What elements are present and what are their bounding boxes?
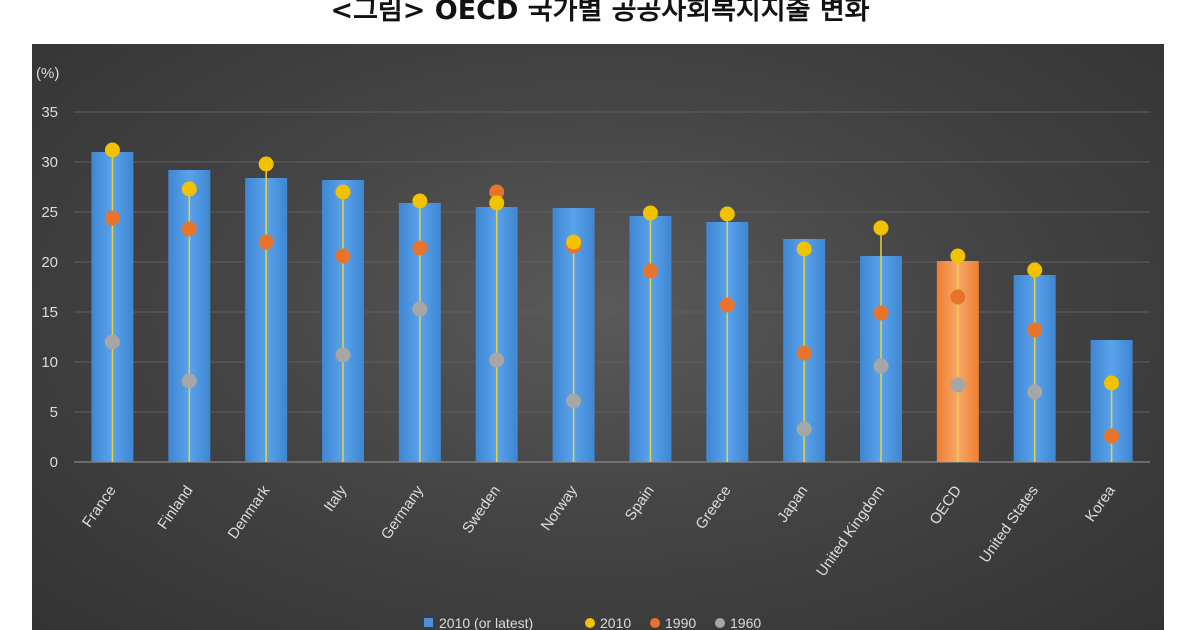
legend-swatch — [585, 618, 595, 628]
point-1960 — [104, 334, 120, 350]
point-1960 — [335, 347, 351, 363]
y-axis-unit-label: (%) — [36, 65, 59, 82]
y-tick-label: 35 — [41, 104, 58, 121]
point-1960 — [181, 373, 197, 389]
y-tick-label: 30 — [41, 154, 58, 171]
point-2010 — [104, 142, 120, 158]
point-2010 — [873, 220, 889, 236]
point-1960 — [796, 421, 812, 437]
point-1990 — [950, 289, 966, 305]
x-tick-label: Spain — [622, 483, 658, 524]
x-tick-label: Japan — [774, 483, 811, 526]
point-1960 — [873, 358, 889, 374]
y-tick-label: 5 — [50, 404, 58, 421]
x-tick-label: Sweden — [459, 483, 504, 537]
point-2010 — [181, 181, 197, 197]
point-2010 — [489, 195, 505, 211]
y-tick-label: 10 — [41, 354, 58, 371]
point-1960 — [489, 352, 505, 368]
point-1990 — [719, 297, 735, 313]
legend-label: 1960 — [730, 615, 761, 630]
legend-swatch — [715, 618, 725, 628]
point-2010 — [412, 193, 428, 209]
point-2010 — [1027, 262, 1043, 278]
point-1990 — [489, 184, 505, 200]
x-tick-label: Italy — [321, 482, 351, 515]
y-tick-label: 15 — [41, 304, 58, 321]
point-1990 — [104, 210, 120, 226]
point-1990 — [642, 263, 658, 279]
y-tick-label: 20 — [41, 254, 58, 271]
point-1960 — [412, 301, 428, 317]
point-2010 — [642, 205, 658, 221]
point-1990 — [1027, 322, 1043, 338]
point-2010 — [719, 206, 735, 222]
point-2010 — [796, 241, 812, 257]
chart-panel: (%) 0 5 10 15 20 25 30 35 France Finland Denmark Ita… — [32, 44, 1164, 630]
point-2010 — [950, 248, 966, 264]
x-tick-label: United Kingdom — [813, 483, 888, 580]
point-1960 — [566, 393, 582, 409]
legend-label: 1990 — [665, 615, 696, 630]
point-1960 — [1027, 384, 1043, 400]
x-tick-label: France — [79, 483, 120, 531]
legend-label: 2010 (or latest) — [439, 615, 533, 630]
point-1990 — [181, 221, 197, 237]
page-title: <그림> OECD 국가별 공공사회복지지출 변화 — [330, 0, 870, 26]
x-tick-label: Finland — [154, 483, 196, 533]
point-1990 — [873, 305, 889, 321]
point-2010 — [1104, 375, 1120, 391]
legend-swatch — [424, 618, 433, 627]
x-tick-label: United States — [976, 483, 1042, 567]
x-tick-label: OECD — [926, 482, 965, 527]
chart-svg: (%) 0 5 10 15 20 25 30 35 France Finland Denmark Ita… — [36, 65, 1150, 630]
point-2010 — [335, 184, 351, 200]
y-tick-label: 25 — [41, 204, 58, 221]
legend-label: 2010 — [600, 615, 631, 630]
point-1990 — [412, 240, 428, 256]
x-tick-label: Denmark — [225, 482, 274, 542]
point-1990 — [796, 345, 812, 361]
point-2010 — [258, 156, 274, 172]
point-1990 — [335, 248, 351, 264]
y-tick-label: 0 — [50, 454, 58, 471]
point-1960 — [950, 377, 966, 393]
x-tick-label: Norway — [538, 482, 581, 534]
x-tick-label: Greece — [692, 483, 734, 533]
point-2010 — [566, 234, 582, 250]
point-1990 — [258, 234, 274, 250]
x-tick-label: Germany — [378, 482, 428, 543]
legend-swatch — [650, 618, 660, 628]
point-1990 — [1104, 428, 1120, 444]
x-tick-label: Korea — [1082, 482, 1119, 525]
